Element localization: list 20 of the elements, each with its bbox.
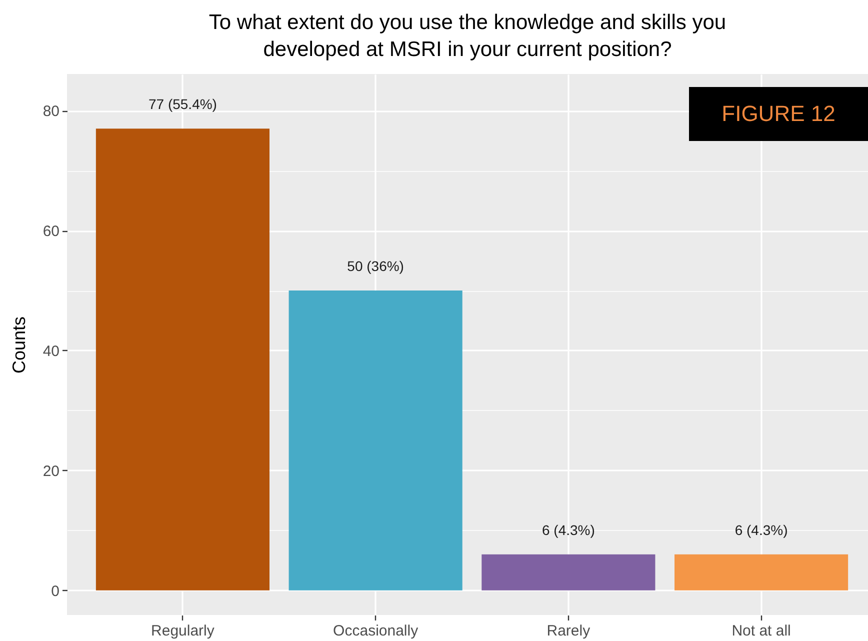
y-tick-label: 60 [42,223,60,240]
bar [288,290,462,590]
x-tick-label: Regularly [151,622,215,640]
data-label: 50 (36%) [347,258,404,274]
y-tick-label: 40 [42,343,60,360]
data-label: 6 (4.3%) [542,522,595,538]
data-label: 77 (55.4%) [148,96,217,112]
y-tick-label: 80 [42,103,60,120]
x-tick-label: Occasionally [333,622,419,640]
y-tick-label: 20 [42,462,60,480]
x-tick-label: Not at all [732,622,791,640]
bar [674,554,848,590]
annotation: FIGURE 12 [689,87,868,141]
data-label: 6 (4.3%) [734,522,788,538]
y-axis-title: Counts [8,316,29,374]
chart-title: To what extent do you use the knowledge and skills you developed at MSRI in your current position? [208,11,726,61]
bar [482,554,656,590]
y-tick-label: 0 [51,582,60,600]
x-tick-label: Rarely [546,622,591,640]
bar [96,128,270,590]
